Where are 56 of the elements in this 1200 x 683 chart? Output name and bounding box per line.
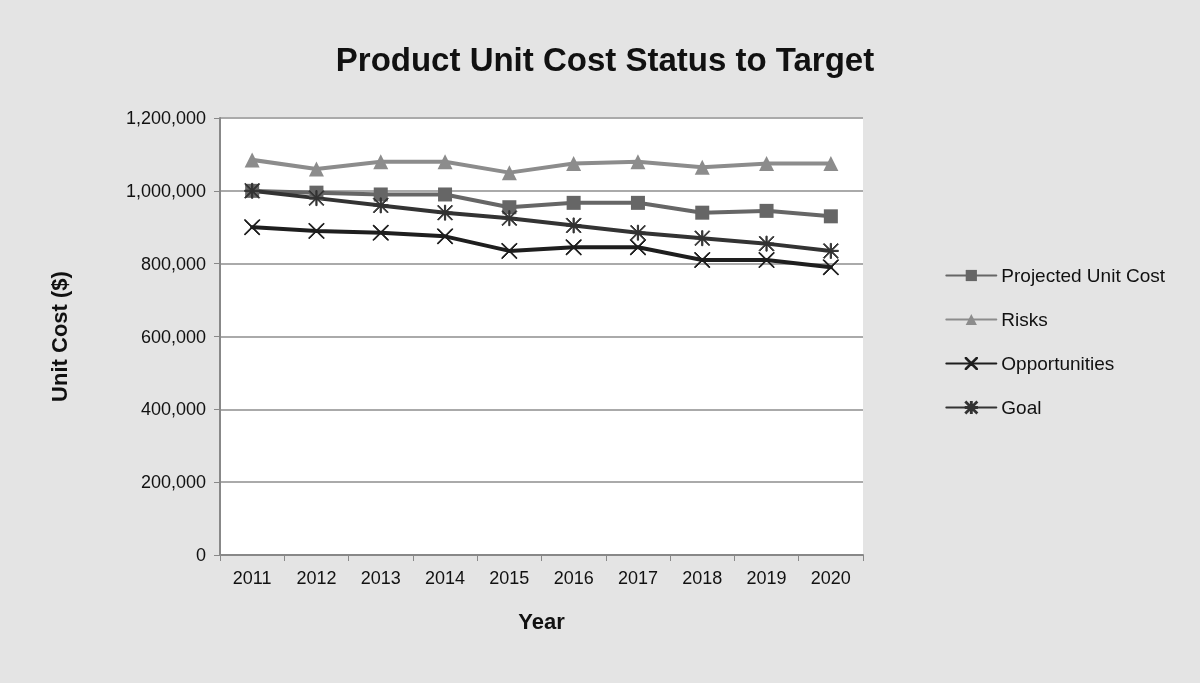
chart-title: Product Unit Cost Status to Target (335, 41, 875, 78)
y-tick-label: 0 (195, 545, 206, 565)
point (501, 210, 518, 227)
point (822, 259, 839, 276)
point (437, 204, 454, 221)
point (758, 252, 775, 269)
legend-label: Risks (1001, 309, 1048, 330)
y-tick-label: 400,000 (140, 399, 206, 420)
x-tick-label: 2020 (810, 568, 851, 588)
point (823, 156, 839, 172)
x-tick-label: 2012 (296, 568, 337, 588)
x-tick-label: 2013 (360, 568, 401, 588)
point (244, 152, 260, 168)
point (372, 224, 389, 241)
point (759, 203, 774, 218)
point (758, 235, 775, 252)
point (501, 242, 518, 259)
point (629, 224, 646, 241)
point (695, 205, 710, 220)
point (566, 195, 581, 210)
x-tick-label: 2015 (489, 568, 530, 588)
point (244, 219, 261, 236)
point (437, 154, 453, 170)
point (565, 239, 582, 256)
point (438, 187, 453, 202)
point (759, 156, 775, 172)
point (823, 209, 838, 224)
point (694, 159, 710, 175)
point (308, 190, 325, 207)
point (373, 154, 389, 170)
point (437, 228, 454, 245)
legend-label: Opportunities (1001, 353, 1115, 374)
x-tick-label: 2018 (682, 568, 723, 588)
point (630, 195, 645, 210)
legend-label: Goal (1001, 397, 1042, 418)
x-tick-label: 2016 (553, 568, 594, 588)
point (694, 230, 711, 247)
point (630, 154, 646, 170)
point (308, 161, 324, 177)
point (566, 156, 582, 172)
point (565, 217, 582, 234)
y-tick-label: 200,000 (140, 472, 206, 493)
x-tick-label: 2017 (617, 568, 658, 588)
y-axis-title: Unit Cost ($) (46, 271, 72, 402)
x-axis-title: Year (518, 608, 566, 634)
x-tick-label: 2019 (746, 568, 787, 588)
y-tick-label: 1,200,000 (125, 108, 206, 128)
x-tick-label: 2014 (425, 568, 466, 588)
y-tick-label: 800,000 (140, 253, 206, 274)
point (372, 197, 389, 214)
x-tick-label: 2011 (232, 568, 272, 588)
point (501, 165, 517, 181)
point (308, 222, 325, 239)
y-tick-label: 1,000,000 (125, 180, 206, 201)
y-tick-label: 600,000 (140, 326, 206, 347)
legend-label: Projected Unit Cost (1001, 265, 1166, 286)
